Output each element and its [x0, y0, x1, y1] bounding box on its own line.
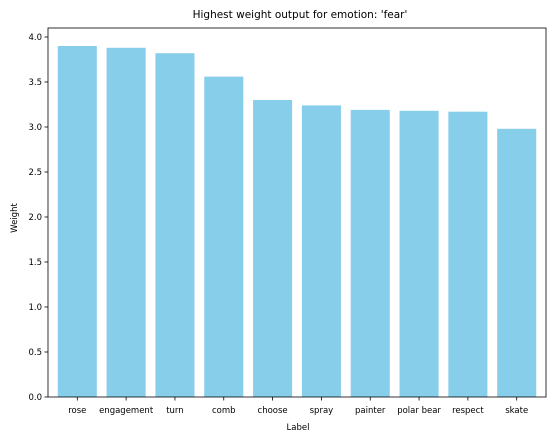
bar-rose — [58, 46, 97, 397]
bar-respect — [448, 112, 487, 397]
y-tick-label: 4.0 — [28, 33, 42, 43]
y-tick-label: 1.0 — [28, 303, 42, 313]
y-tick-label: 3.5 — [28, 78, 42, 88]
bar-engagement — [107, 48, 146, 397]
y-tick-label: 2.5 — [28, 168, 42, 178]
y-tick-label: 0.0 — [28, 393, 42, 403]
bar-comb — [204, 77, 243, 397]
x-tick-label: skate — [505, 406, 528, 416]
y-axis-label: Weight — [10, 203, 20, 233]
chart-title: Highest weight output for emotion: 'fear… — [193, 9, 408, 21]
y-tick-label: 3.0 — [28, 123, 42, 133]
y-tick-label: 1.5 — [28, 258, 42, 268]
bar-choose — [253, 100, 292, 397]
x-tick-label: choose — [258, 406, 288, 416]
x-tick-label: polar bear — [397, 406, 441, 416]
x-tick-label: comb — [212, 406, 236, 416]
x-tick-label: respect — [452, 406, 484, 416]
x-tick-label: spray — [310, 406, 334, 416]
x-tick-label: turn — [166, 406, 183, 416]
x-axis-label: Label — [287, 423, 310, 433]
y-tick-label: 0.5 — [28, 348, 42, 358]
y-tick-label: 2.0 — [28, 213, 42, 223]
plot-area: 0.0 0.5 1.0 1.5 2.0 2.5 3.0 3.5 4.0 rose engagemen… — [28, 28, 546, 416]
x-tick-label: painter — [355, 406, 386, 416]
bar-turn — [155, 53, 194, 397]
bar-polar-bear — [400, 111, 439, 397]
bar-painter — [351, 110, 390, 397]
x-tick-label: rose — [68, 406, 86, 416]
bar-skate — [497, 129, 536, 397]
x-tick-label: engagement — [99, 406, 154, 416]
bar-spray — [302, 105, 341, 397]
